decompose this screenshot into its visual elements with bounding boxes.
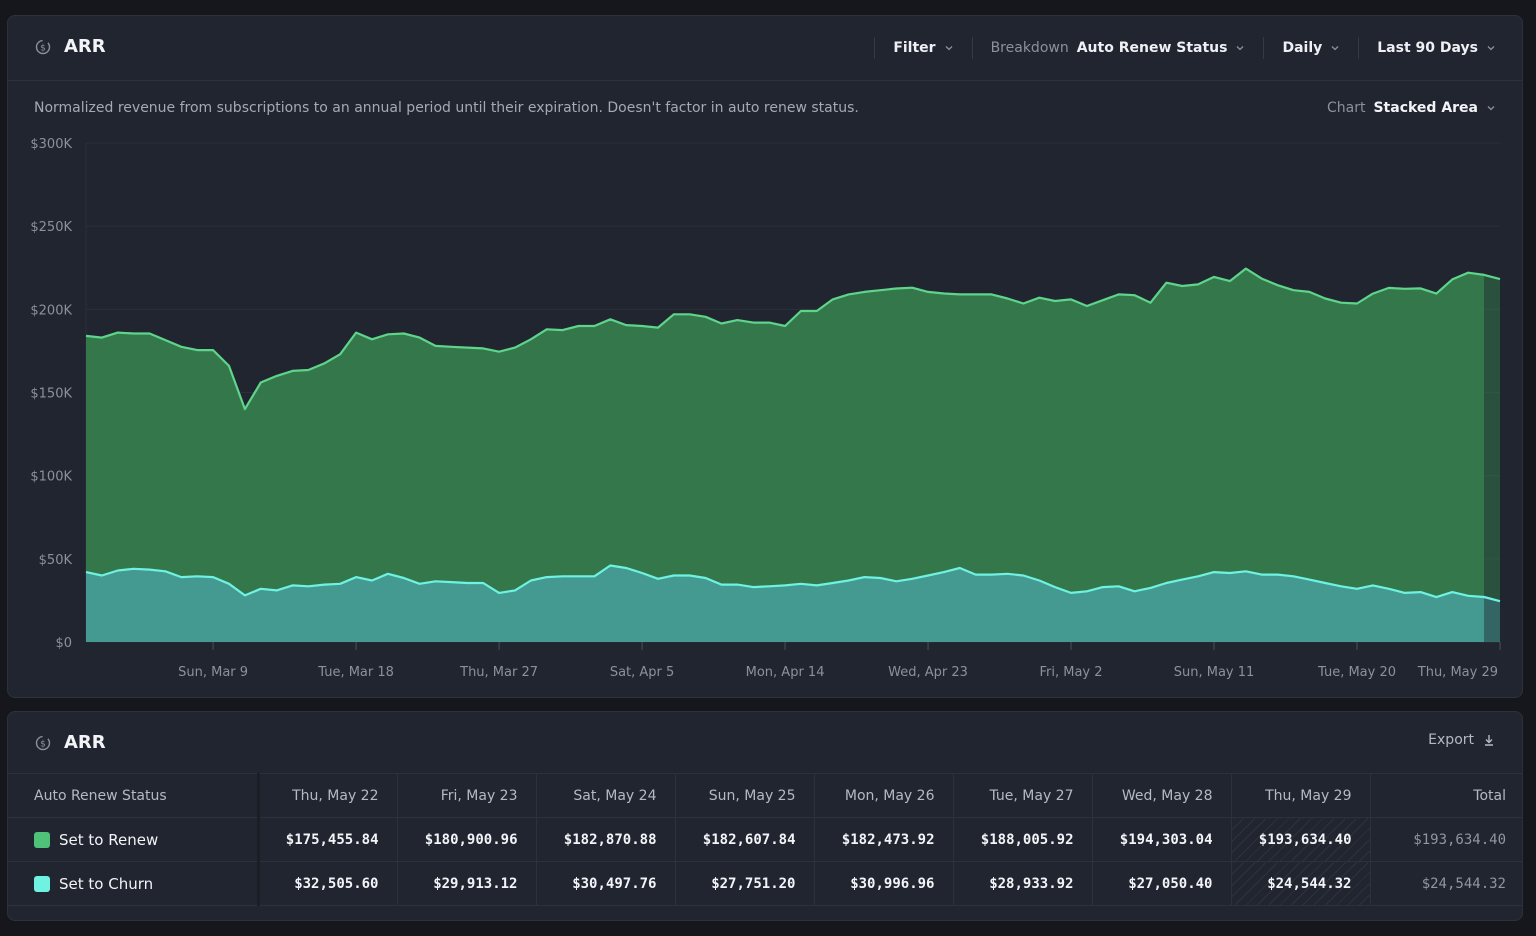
export-label: Export bbox=[1428, 732, 1474, 748]
column-header-date[interactable]: Mon, May 26 bbox=[813, 773, 953, 818]
table-title: ARR bbox=[64, 732, 106, 753]
breakdown-dropdown[interactable]: Breakdown Auto Renew Status bbox=[971, 37, 1264, 59]
x-tick-label: Sat, Apr 5 bbox=[610, 665, 674, 680]
x-tick-label: Sun, May 11 bbox=[1174, 665, 1255, 680]
svg-text:$: $ bbox=[40, 739, 46, 749]
value-cell: $28,933.92 bbox=[952, 861, 1092, 906]
column-header-status[interactable]: Auto Renew Status bbox=[8, 773, 258, 818]
chart-controls: Filter Breakdown Auto Renew Status Daily… bbox=[874, 16, 1496, 80]
x-tick-label: Tue, Mar 18 bbox=[317, 665, 394, 680]
area-set-to-churn-incomplete bbox=[1484, 597, 1500, 642]
table-row-set-to-renew[interactable]: Set to Renew $175,455.84 $180,900.96 $18… bbox=[8, 817, 1522, 862]
table-title-group: $ ARR bbox=[34, 732, 106, 753]
y-tick-label: $0 bbox=[55, 636, 72, 651]
area-set-to-churn bbox=[86, 565, 1485, 642]
row-label-cell: Set to Renew bbox=[8, 817, 258, 862]
x-tick-label: Sun, Mar 9 bbox=[178, 665, 248, 680]
x-tick-label: Mon, Apr 14 bbox=[746, 665, 825, 680]
value-cell: $175,455.84 bbox=[256, 817, 397, 862]
chart-type-value: Stacked Area bbox=[1373, 100, 1478, 116]
chevron-down-icon bbox=[945, 46, 953, 51]
table-panel: $ ARR Export Auto Renew Status Thu, May … bbox=[7, 711, 1523, 921]
chevron-down-icon bbox=[1237, 46, 1244, 51]
value-cell: $182,870.88 bbox=[535, 817, 675, 862]
export-button[interactable]: Export bbox=[1428, 732, 1496, 748]
table-row-set-to-churn[interactable]: Set to Churn $32,505.60 $29,913.12 $30,4… bbox=[8, 861, 1522, 906]
value-cell: $188,005.92 bbox=[952, 817, 1092, 862]
refresh-dollar-icon: $ bbox=[35, 39, 51, 54]
line-set-to-renew bbox=[85, 267, 1501, 411]
column-header-date[interactable]: Fri, May 23 bbox=[396, 773, 536, 818]
x-tick-label: Fri, May 2 bbox=[1040, 665, 1103, 680]
resolution-dropdown[interactable]: Daily bbox=[1263, 37, 1358, 59]
svg-text:$: $ bbox=[40, 43, 46, 53]
area-set-to-renew bbox=[86, 268, 1485, 598]
value-cell: $194,303.04 bbox=[1091, 817, 1231, 862]
refresh-dollar-icon: $ bbox=[35, 735, 51, 750]
total-cell: $193,634.40 bbox=[1369, 817, 1522, 862]
x-tick-label: Thu, Mar 27 bbox=[459, 665, 538, 680]
column-header-date[interactable]: Sat, May 24 bbox=[535, 773, 675, 818]
breakdown-value: Auto Renew Status bbox=[1076, 40, 1228, 56]
legend-swatch-churn bbox=[34, 875, 50, 892]
column-header-total[interactable]: Total bbox=[1369, 773, 1522, 818]
chart-panel-header: $ ARR Filter Breakdown Auto Renew Status… bbox=[8, 16, 1522, 81]
date-range-value: Last 90 Days bbox=[1377, 40, 1478, 56]
chart-type-label: Chart bbox=[1326, 100, 1366, 116]
value-cell: $27,751.20 bbox=[674, 861, 814, 906]
value-cell: $32,505.60 bbox=[256, 861, 397, 906]
y-tick-label: $100K bbox=[30, 470, 72, 485]
value-cell: $182,473.92 bbox=[813, 817, 953, 862]
legend-swatch-renew bbox=[34, 831, 50, 848]
date-range-dropdown[interactable]: Last 90 Days bbox=[1358, 37, 1496, 59]
row-label-cell: Set to Churn bbox=[8, 861, 258, 906]
y-tick-label: $300K bbox=[30, 137, 72, 152]
value-cell: $182,607.84 bbox=[674, 817, 814, 862]
value-cell: $27,050.40 bbox=[1091, 861, 1231, 906]
value-cell: $30,497.76 bbox=[535, 861, 675, 906]
chart-panel: $ ARR Filter Breakdown Auto Renew Status… bbox=[7, 15, 1523, 698]
arr-stacked-area-chart[interactable]: $0 $50K $100K $150K $200K $250K $300K Sun, Mar … bbox=[8, 16, 1522, 697]
y-tick-label: $150K bbox=[30, 387, 72, 402]
breakdown-label: Breakdown bbox=[990, 40, 1069, 56]
column-header-date[interactable]: Thu, May 29 bbox=[1230, 773, 1370, 818]
chevron-down-icon bbox=[1487, 46, 1495, 51]
row-label: Set to Churn bbox=[59, 874, 154, 893]
arr-data-table: Auto Renew Status Thu, May 22 Fri, May 2… bbox=[8, 773, 1522, 906]
value-cell: $29,913.12 bbox=[396, 861, 536, 906]
chart-description: Normalized revenue from subscriptions to… bbox=[34, 100, 859, 116]
filter-label: Filter bbox=[893, 40, 936, 56]
x-tick-label: Tue, May 20 bbox=[1317, 665, 1396, 680]
chevron-down-icon bbox=[1487, 106, 1495, 111]
chart-type-dropdown[interactable]: Chart Stacked Area bbox=[1327, 100, 1496, 116]
column-header-date[interactable]: Sun, May 25 bbox=[674, 773, 814, 818]
column-header-date[interactable]: Wed, May 28 bbox=[1091, 773, 1231, 818]
area-set-to-renew-incomplete bbox=[1484, 274, 1500, 602]
chart-title-group: $ ARR bbox=[34, 36, 106, 57]
y-tick-label: $250K bbox=[30, 220, 72, 235]
column-header-date[interactable]: Thu, May 22 bbox=[256, 773, 397, 818]
x-tick-label: Wed, Apr 23 bbox=[888, 665, 968, 680]
table-header-row: Auto Renew Status Thu, May 22 Fri, May 2… bbox=[8, 773, 1522, 818]
column-header-date[interactable]: Tue, May 27 bbox=[952, 773, 1092, 818]
resolution-value: Daily bbox=[1282, 40, 1323, 56]
value-cell-incomplete: $193,634.40 bbox=[1230, 817, 1370, 862]
value-cell: $180,900.96 bbox=[396, 817, 536, 862]
download-icon bbox=[1485, 735, 1493, 746]
value-cell-incomplete: $24,544.32 bbox=[1230, 861, 1370, 906]
x-tick-label: Thu, May 29 bbox=[1417, 665, 1498, 680]
chevron-down-icon bbox=[1331, 46, 1339, 51]
chart-title: ARR bbox=[64, 36, 106, 57]
y-tick-label: $200K bbox=[30, 303, 72, 318]
value-cell: $30,996.96 bbox=[813, 861, 953, 906]
filter-dropdown[interactable]: Filter bbox=[874, 37, 971, 59]
row-label: Set to Renew bbox=[59, 830, 159, 849]
total-cell: $24,544.32 bbox=[1369, 861, 1522, 906]
line-set-to-churn bbox=[85, 564, 1501, 603]
y-tick-label: $50K bbox=[39, 553, 73, 568]
